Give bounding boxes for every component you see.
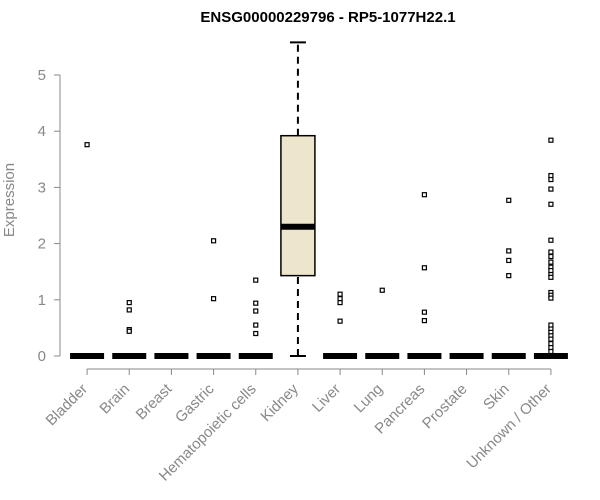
box-group (280, 41, 316, 357)
outlier-point (253, 300, 259, 306)
outlier-point (253, 277, 259, 283)
outlier-point (210, 238, 217, 244)
outlier-point (506, 197, 512, 203)
x-tick-label: Liver (309, 381, 344, 416)
box-group (365, 287, 400, 359)
boxes (70, 41, 568, 359)
outlier-point (548, 274, 554, 280)
outlier-point (337, 318, 343, 324)
box-group (70, 142, 105, 359)
box-group (533, 137, 568, 359)
outlier-point (126, 307, 132, 313)
outlier-point (548, 253, 554, 260)
outlier-point (337, 300, 343, 306)
y-tick-label: 4 (38, 123, 46, 140)
outlier-point (506, 273, 512, 279)
outlier-point (506, 248, 512, 254)
x-tick-label: Kidney (257, 380, 302, 425)
y-tick-label: 1 (38, 292, 46, 309)
outlier-point (548, 249, 554, 255)
outlier-point (548, 237, 554, 243)
box-group (238, 277, 273, 359)
outlier-point (421, 265, 428, 271)
chart-title: ENSG00000229796 - RP5-1077H22.1 (200, 9, 455, 26)
box-group (112, 300, 147, 359)
x-tick-label: Prostate (419, 381, 471, 433)
outlier-point (84, 142, 90, 148)
outlier-point (253, 308, 259, 314)
outlier-point (253, 322, 259, 328)
outlier-point (548, 336, 554, 342)
outlier-point (421, 317, 428, 324)
x-tick-label: Bladder (43, 381, 92, 430)
outlier-point (548, 348, 554, 355)
y-axis-label: Expression (1, 163, 18, 237)
x-tick-label: Brain (96, 381, 133, 418)
outlier-point (253, 330, 259, 337)
outlier-point (548, 176, 554, 183)
y-tick-label: 2 (38, 236, 46, 253)
outlier-point (379, 287, 385, 293)
outlier-point (126, 328, 132, 334)
outlier-point (548, 186, 554, 192)
x-tick-label: Lung (351, 381, 387, 417)
outlier-point (210, 296, 217, 302)
y-tick-label: 0 (38, 348, 46, 365)
outlier-point (548, 201, 554, 207)
outlier-point (421, 192, 428, 198)
box-group (196, 238, 231, 359)
box-group (407, 192, 442, 359)
x-tick-label: Skin (480, 381, 513, 414)
box-group (323, 291, 358, 359)
outlier-point (548, 137, 554, 143)
outlier-point (548, 295, 554, 301)
box-group (491, 197, 526, 359)
y-tick-label: 5 (38, 67, 46, 84)
y-axis: 0 1 2 3 4 5 (38, 67, 61, 365)
outlier-point (548, 259, 554, 265)
x-tick-label: Breast (133, 380, 176, 423)
outlier-point (421, 309, 428, 315)
outlier-point (337, 291, 343, 297)
y-tick-label: 3 (38, 179, 46, 196)
outlier-point (506, 257, 512, 264)
box-iqr (280, 134, 316, 277)
outlier-point (126, 300, 132, 306)
